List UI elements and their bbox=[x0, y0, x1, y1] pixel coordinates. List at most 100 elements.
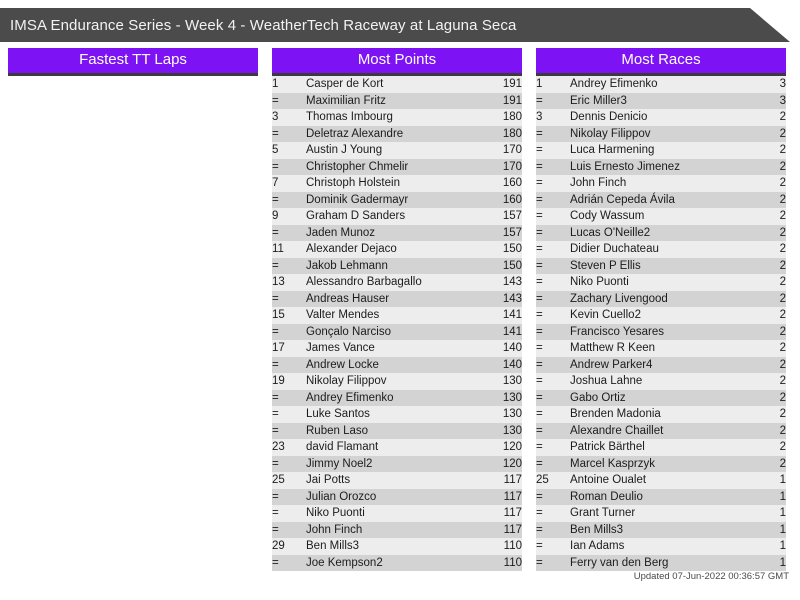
row-rank: = bbox=[536, 325, 543, 338]
table-row[interactable]: 7 Christoph Holstein 160 bbox=[272, 175, 522, 192]
row-rank: = bbox=[536, 375, 543, 388]
table-row[interactable]: = Roman Deulio 1 bbox=[536, 488, 786, 505]
row-value: 1 bbox=[779, 507, 786, 520]
panel-fastest-tt-laps: Fastest TT Laps bbox=[8, 48, 258, 571]
table-row[interactable]: 3 Thomas Imbourg 180 bbox=[272, 109, 522, 126]
row-rank: 17 bbox=[272, 342, 285, 355]
table-row[interactable]: = Gabo Ortiz 2 bbox=[536, 389, 786, 406]
table-row[interactable]: = Deletraz Alexandre 180 bbox=[272, 125, 522, 142]
table-row[interactable]: = Andrey Efimenko 130 bbox=[272, 389, 522, 406]
table-row[interactable]: = Christopher Chmelir 170 bbox=[272, 158, 522, 175]
table-row[interactable]: = Jimmy Noel2 120 bbox=[272, 455, 522, 472]
table-row[interactable]: 5 Austin J Young 170 bbox=[272, 142, 522, 159]
table-row[interactable]: = Gonçalo Narciso 141 bbox=[272, 323, 522, 340]
table-row[interactable]: = John Finch 117 bbox=[272, 521, 522, 538]
table-row[interactable]: 1 Andrey Efimenko 3 bbox=[536, 76, 786, 93]
table-row[interactable]: = Joe Kempson2 110 bbox=[272, 554, 522, 571]
table-row[interactable]: 11 Alexander Dejaco 150 bbox=[272, 241, 522, 258]
row-rank: 3 bbox=[536, 111, 543, 124]
table-row[interactable]: = Alexandre Chaillet 2 bbox=[536, 422, 786, 439]
row-value: 2 bbox=[779, 309, 786, 322]
row-driver-name: Nikolay Filippov bbox=[570, 127, 651, 140]
table-row[interactable]: = Jakob Lehmann 150 bbox=[272, 257, 522, 274]
row-driver-name: Austin J Young bbox=[306, 144, 383, 157]
table-row[interactable]: = Steven P Ellis 2 bbox=[536, 257, 786, 274]
table-row[interactable]: 17 James Vance 140 bbox=[272, 340, 522, 357]
panel-heading-fastest-tt-laps: Fastest TT Laps bbox=[8, 48, 258, 76]
table-row[interactable]: = Grant Turner 1 bbox=[536, 505, 786, 522]
table-row[interactable]: 3 Dennis Denicio 2 bbox=[536, 109, 786, 126]
row-value: 157 bbox=[502, 226, 522, 239]
table-row[interactable]: = Ferry van den Berg 1 bbox=[536, 554, 786, 571]
table-row[interactable]: = Kevin Cuello2 2 bbox=[536, 307, 786, 324]
row-driver-name: Antoine Oualet bbox=[570, 474, 647, 487]
table-row[interactable]: = Ian Adams 1 bbox=[536, 538, 786, 555]
table-row[interactable]: = Julian Orozco 117 bbox=[272, 488, 522, 505]
table-row[interactable]: = Lucas O'Neille2 2 bbox=[536, 224, 786, 241]
row-value: 117 bbox=[503, 490, 522, 503]
table-row[interactable]: = Eric Miller3 3 bbox=[536, 92, 786, 109]
row-rank: = bbox=[272, 424, 279, 437]
row-rank: = bbox=[272, 226, 279, 239]
row-rank: = bbox=[272, 391, 279, 404]
table-row[interactable]: = Niko Puonti 2 bbox=[536, 274, 786, 291]
row-rank: = bbox=[272, 127, 279, 140]
table-row[interactable]: = Cody Wassum 2 bbox=[536, 208, 786, 225]
table-row[interactable]: = Niko Puonti 117 bbox=[272, 505, 522, 522]
row-value: 2 bbox=[779, 160, 786, 173]
row-value: 180 bbox=[502, 111, 522, 124]
row-driver-name: Luis Ernesto Jimenez bbox=[570, 160, 680, 173]
table-row[interactable]: = Andrew Locke 140 bbox=[272, 356, 522, 373]
row-value: 150 bbox=[502, 259, 522, 272]
table-row[interactable]: = John Finch 2 bbox=[536, 175, 786, 192]
table-row[interactable]: = Adrián Cepeda Ávila 2 bbox=[536, 191, 786, 208]
standings-table-most-races: 1 Andrey Efimenko 3 = Eric Miller3 3 3 Dennis D… bbox=[536, 76, 786, 571]
table-row[interactable]: = Matthew R Keen 2 bbox=[536, 340, 786, 357]
table-row[interactable]: 9 Graham D Sanders 157 bbox=[272, 208, 522, 225]
row-driver-name: Luca Harmening bbox=[570, 144, 655, 157]
row-rank: = bbox=[272, 490, 279, 503]
table-row[interactable]: = Ruben Laso 130 bbox=[272, 422, 522, 439]
table-row[interactable]: = Luis Ernesto Jimenez 2 bbox=[536, 158, 786, 175]
row-rank: = bbox=[272, 292, 279, 305]
panel-heading-most-points: Most Points bbox=[272, 48, 522, 76]
table-row[interactable]: = Luke Santos 130 bbox=[272, 406, 522, 423]
table-row[interactable]: 19 Nikolay Filippov 130 bbox=[272, 373, 522, 390]
table-row[interactable]: 13 Alessandro Barbagallo 143 bbox=[272, 274, 522, 291]
table-row[interactable]: = Nikolay Filippov 2 bbox=[536, 125, 786, 142]
table-row[interactable]: = Patrick Bärthel 2 bbox=[536, 439, 786, 456]
table-row[interactable]: = Jaden Munoz 157 bbox=[272, 224, 522, 241]
table-row[interactable]: = Joshua Lahne 2 bbox=[536, 373, 786, 390]
row-driver-name: Niko Puonti bbox=[306, 507, 365, 520]
row-rank: = bbox=[536, 193, 543, 206]
table-row[interactable]: = Francisco Yesares 2 bbox=[536, 323, 786, 340]
table-row[interactable]: = Didier Duchateau 2 bbox=[536, 241, 786, 258]
table-row[interactable]: 29 Ben Mills3 110 bbox=[272, 538, 522, 555]
table-row[interactable]: = Zachary Livengood 2 bbox=[536, 290, 786, 307]
table-row[interactable]: = Brenden Madonia 2 bbox=[536, 406, 786, 423]
row-driver-name: Dominik Gadermayr bbox=[306, 193, 409, 206]
table-row[interactable]: 25 Antoine Oualet 1 bbox=[536, 472, 786, 489]
table-row[interactable]: = Andreas Hauser 143 bbox=[272, 290, 522, 307]
table-row[interactable]: = Luca Harmening 2 bbox=[536, 142, 786, 159]
row-rank: = bbox=[536, 144, 543, 157]
row-driver-name: Patrick Bärthel bbox=[570, 441, 645, 454]
table-row[interactable]: 25 Jai Potts 117 bbox=[272, 472, 522, 489]
row-value: 2 bbox=[779, 342, 786, 355]
table-row[interactable]: 23 david Flamant 120 bbox=[272, 439, 522, 456]
row-value: 1 bbox=[779, 556, 786, 569]
table-row[interactable]: = Marcel Kasprzyk 2 bbox=[536, 455, 786, 472]
table-row[interactable]: = Andrew Parker4 2 bbox=[536, 356, 786, 373]
row-rank: = bbox=[536, 342, 543, 355]
table-row[interactable]: = Dominik Gadermayr 160 bbox=[272, 191, 522, 208]
table-row[interactable]: = Ben Mills3 1 bbox=[536, 521, 786, 538]
panels-container: Fastest TT Laps Most Points 1 Casper de Kor… bbox=[8, 48, 792, 571]
row-driver-name: Zachary Livengood bbox=[570, 292, 668, 305]
row-value: 130 bbox=[502, 424, 522, 437]
table-row[interactable]: 15 Valter Mendes 141 bbox=[272, 307, 522, 324]
row-driver-name: Andrey Efimenko bbox=[306, 391, 394, 404]
row-driver-name: Graham D Sanders bbox=[306, 210, 406, 223]
table-row[interactable]: 1 Casper de Kort 191 bbox=[272, 76, 522, 93]
table-row[interactable]: = Maximilian Fritz 191 bbox=[272, 92, 522, 109]
